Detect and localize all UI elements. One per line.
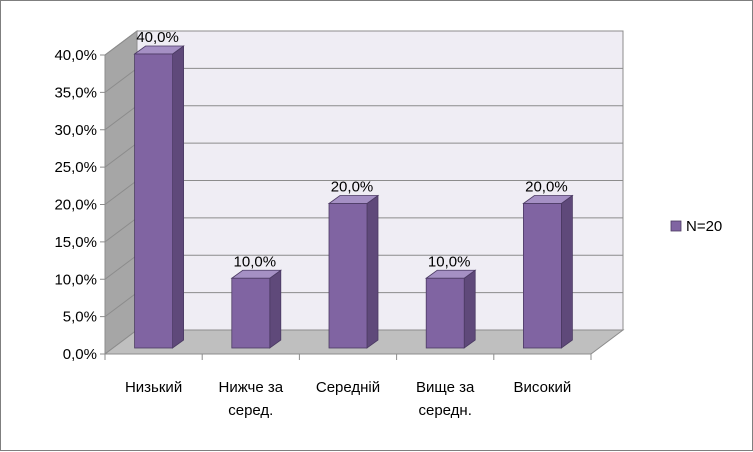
bar — [231, 277, 271, 349]
bar-side — [269, 269, 282, 349]
y-tick-label: 0,0% — [63, 346, 97, 363]
y-tick-label: 40,0% — [54, 47, 97, 64]
data-label: 40,0% — [136, 29, 179, 46]
gridline-side — [104, 254, 138, 280]
x-category-label: Середній — [316, 379, 380, 396]
bar — [328, 203, 368, 349]
y-tick-label: 30,0% — [54, 122, 97, 139]
gridline-side — [104, 67, 138, 93]
data-label: 10,0% — [234, 253, 277, 270]
y-tick-label: 15,0% — [54, 234, 97, 251]
bar — [523, 203, 562, 349]
x-category-label: Високий — [514, 379, 572, 396]
data-label: 20,0% — [331, 179, 374, 196]
x-category-label: серед. — [228, 402, 273, 419]
gridline-side — [104, 292, 138, 318]
gridline-side — [104, 142, 138, 168]
bar-side — [366, 194, 379, 349]
y-tick-label: 35,0% — [54, 84, 97, 101]
gridline-side — [104, 105, 138, 131]
data-label: 20,0% — [525, 179, 568, 196]
gridline-side — [104, 180, 138, 205]
x-category-label: Нижче за — [218, 379, 283, 396]
bar — [425, 277, 465, 349]
x-category-label: середн. — [418, 402, 471, 419]
y-tick-label: 20,0% — [54, 197, 97, 214]
gridline-side — [104, 30, 138, 56]
y-tick-label: 5,0% — [63, 309, 97, 326]
gridline-side — [104, 217, 138, 243]
x-category-label: Вище за — [416, 379, 475, 396]
y-tick-label: 10,0% — [54, 271, 97, 288]
y-tick-label: 25,0% — [54, 159, 97, 176]
bar-side — [561, 194, 573, 349]
bar-side — [463, 269, 476, 349]
bar — [134, 53, 174, 349]
bar-side — [172, 45, 185, 349]
data-label: 10,0% — [428, 253, 471, 270]
x-category-label: Низький — [125, 379, 182, 396]
legend-swatch — [670, 220, 682, 232]
legend-label: N=20 — [686, 218, 722, 235]
